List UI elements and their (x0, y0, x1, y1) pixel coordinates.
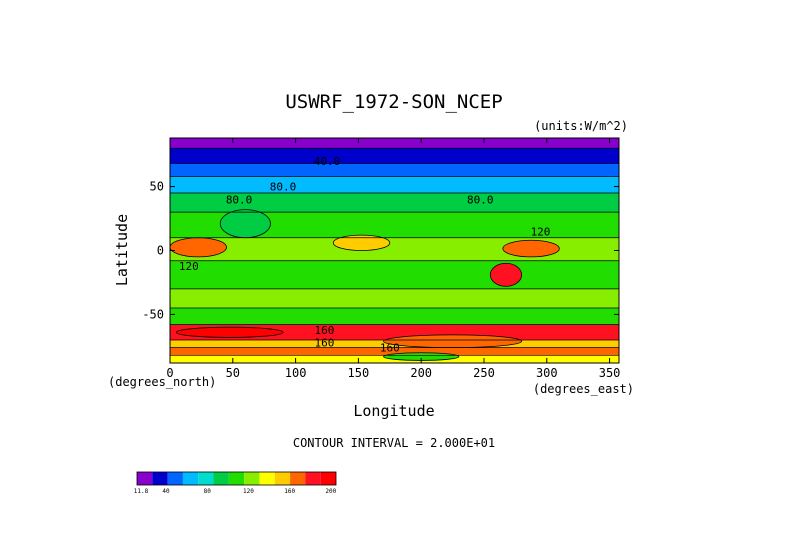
y-tick-label-0: -50 (142, 307, 164, 321)
latitude-band-12 (170, 347, 619, 356)
legend-tick-label-3: 120 (243, 488, 254, 495)
contour-label-5: 120 (179, 260, 199, 273)
regional-feature-5 (175, 326, 284, 338)
x-tick-label-0: 0 (166, 366, 173, 380)
latitude-band-4 (170, 192, 619, 213)
contour-label-8: 160 (380, 342, 400, 355)
legend-swatch-3 (182, 472, 199, 485)
latitude-band-10 (170, 324, 619, 340)
regional-feature-0 (169, 237, 227, 258)
latitude-band-7 (170, 260, 619, 289)
legend-swatch-12 (320, 472, 336, 485)
legend-tick-label-4: 160 (284, 488, 295, 495)
legend-swatch-2 (167, 472, 183, 485)
legend-swatch-10 (290, 472, 306, 485)
latitude-band-2 (170, 163, 619, 177)
latitude-band-3 (170, 176, 619, 193)
y-tick-label-1: 0 (157, 244, 164, 258)
contour-label-3: 80.0 (467, 193, 494, 206)
legend-swatch-7 (244, 472, 260, 485)
legend-tick-label-2: 80 (204, 488, 212, 495)
x-tick-label-7: 350 (599, 366, 621, 380)
regional-feature-2 (332, 234, 391, 251)
x-tick-label-1: 50 (226, 366, 240, 380)
x-axis: 0 50 100 150 200 250 300 350 (166, 138, 620, 380)
x-tick-label-5: 250 (473, 366, 495, 380)
legend-swatch-1 (152, 472, 168, 485)
contour-label-1: 80.0 (270, 181, 297, 194)
legend-swatch-0 (137, 472, 153, 485)
contour-label-4: 120 (531, 225, 551, 238)
regional-feature-3 (489, 262, 523, 287)
legend-swatch-9 (274, 472, 291, 485)
x-tick-label-4: 200 (410, 366, 432, 380)
units-label: (units:W/m^2) (534, 119, 628, 133)
legend-tick-label-1: 40 (162, 488, 170, 495)
contour-interval-note: CONTOUR INTERVAL = 2.000E+01 (293, 436, 495, 450)
chart-title: USWRF_1972-SON_NCEP (285, 91, 502, 113)
legend-tick-label-5: 200 (325, 488, 336, 495)
regional-feature-6 (383, 334, 523, 349)
latitude-band-1 (170, 148, 619, 164)
contour-label-7: 160 (315, 337, 335, 350)
color-legend: 11.8 40 80 120 160 200 (134, 471, 337, 495)
legend-swatch-4 (198, 472, 214, 485)
latitude-band-9 (170, 308, 619, 325)
y-axis: -50 0 50 (142, 180, 619, 321)
latitude-band-6 (170, 237, 619, 261)
y-axis-label: Latitude (113, 214, 131, 286)
x-tick-label-3: 150 (348, 366, 370, 380)
regional-feature-1 (502, 239, 560, 258)
y-unit-label: (degrees_north) (108, 375, 216, 389)
legend-frame (136, 471, 337, 486)
contour-label-0: 40.0 (314, 155, 341, 168)
latitude-band-0 (170, 138, 619, 149)
regional-feature-4 (219, 209, 271, 239)
plot-fill (169, 138, 619, 363)
latitude-band-8 (170, 288, 619, 309)
x-unit-label: (degrees_east) (533, 382, 634, 396)
legend-swatch-8 (259, 472, 275, 485)
legend-swatch-11 (305, 472, 321, 485)
contour-label-6: 160 (315, 324, 335, 337)
x-tick-label-2: 100 (285, 366, 307, 380)
y-tick-label-2: 50 (150, 180, 164, 194)
x-axis-label: Longitude (353, 402, 434, 420)
legend-swatch-6 (228, 472, 245, 485)
contour-label-2: 80.0 (226, 193, 253, 206)
legend-swatch-5 (213, 472, 229, 485)
legend-tick-label-0: 11.8 (134, 488, 149, 495)
x-tick-label-6: 300 (536, 366, 558, 380)
